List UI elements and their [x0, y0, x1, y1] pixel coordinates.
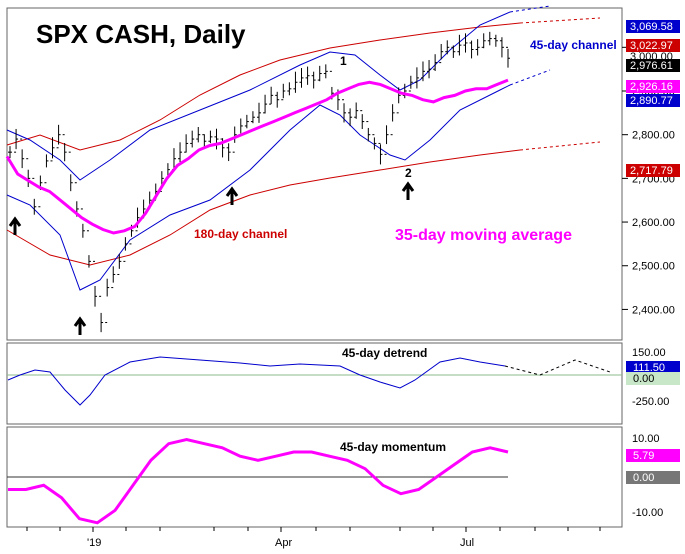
- value-badges: 3,069.583,022.973,000.002,976.612,926.16…: [626, 20, 680, 484]
- channel180-lower: [6, 149, 521, 266]
- detrend-title: 45-day detrend: [342, 346, 427, 360]
- moving-average-layer: [5, 78, 509, 335]
- value-badge-bg: [626, 372, 680, 385]
- axis-layer: 2,400.002,500.002,600.002,700.002,800.00…: [26, 42, 675, 549]
- value-badge-bg: [626, 449, 680, 462]
- chart-title: SPX CASH, Daily: [36, 19, 246, 49]
- value-badge-text: 0.00: [633, 373, 654, 385]
- value-badge-bg: [626, 20, 680, 33]
- channel180-label: 180-day channel: [194, 227, 287, 241]
- detrend-panel-frame: [6, 342, 623, 425]
- value-badge-text: 0.00: [633, 472, 654, 484]
- detrend-line: [7, 356, 506, 406]
- channel45-upper-projection: [509, 5, 551, 13]
- detrend-projection: [504, 359, 611, 376]
- channel45-lower: [6, 84, 511, 291]
- y-tick-label: 2,400.00: [632, 304, 675, 316]
- y-tick-label: 2,800.00: [632, 130, 675, 142]
- peak-label: 1: [340, 54, 347, 68]
- up-arrow-icon: [73, 316, 87, 335]
- up-arrow-icon: [225, 186, 239, 205]
- channel180-lower-projection: [519, 141, 601, 151]
- value-badge-text: 5.79: [633, 450, 654, 462]
- detrend-y-tick: -250.00: [632, 396, 669, 408]
- value-badge-text: 3,022.97: [630, 40, 673, 52]
- ma35-label: 35-day moving average: [395, 227, 572, 244]
- detrend-y-tick: 150.00: [632, 347, 666, 359]
- ma35-line: [5, 78, 509, 235]
- trough-label: 2: [405, 166, 412, 180]
- subpanel-layer: 150.00 -250.00 10.00 -10.00: [7, 347, 669, 525]
- channel45-lower-projection: [509, 69, 551, 86]
- x-tick-label: Apr: [275, 537, 292, 549]
- channel180-upper: [6, 22, 521, 151]
- channel45-upper: [6, 11, 511, 181]
- y-tick-label: 2,600.00: [632, 217, 675, 229]
- value-badge-text: 3,069.58: [630, 21, 673, 33]
- value-badge-bg: [626, 59, 680, 72]
- value-badge-text: 2,890.77: [630, 95, 673, 107]
- y-tick-label: 2,500.00: [632, 261, 675, 273]
- value-badge-text: 111.50: [633, 362, 665, 374]
- value-badge-bg: [626, 361, 680, 374]
- momentum-y-tick: -10.00: [632, 507, 663, 519]
- value-badge-text: 2,976.61: [630, 60, 673, 72]
- channel-layer: [6, 5, 601, 291]
- value-badge-bg: [626, 94, 680, 107]
- value-badge-bg: [626, 471, 680, 484]
- value-badge-bg: [626, 164, 680, 177]
- channel45-label: 45-day channel: [530, 38, 617, 52]
- up-arrow-icon: [8, 216, 22, 235]
- momentum-title: 45-day momentum: [340, 440, 446, 454]
- price-bars: [8, 31, 510, 333]
- x-tick-label: Jul: [460, 537, 474, 549]
- value-badge-bg: [626, 80, 680, 93]
- up-arrow-icon: [401, 181, 415, 200]
- price-panel-frame: [6, 7, 623, 341]
- value-badge-text: 2,926.16: [630, 81, 673, 93]
- value-badge-text: 2,717.79: [630, 165, 673, 177]
- momentum-y-tick: 10.00: [632, 433, 660, 445]
- channel180-upper-projection: [519, 17, 601, 24]
- value-badge-bg: [626, 39, 680, 52]
- momentum-line: [8, 437, 509, 525]
- x-tick-label: '19: [87, 537, 101, 549]
